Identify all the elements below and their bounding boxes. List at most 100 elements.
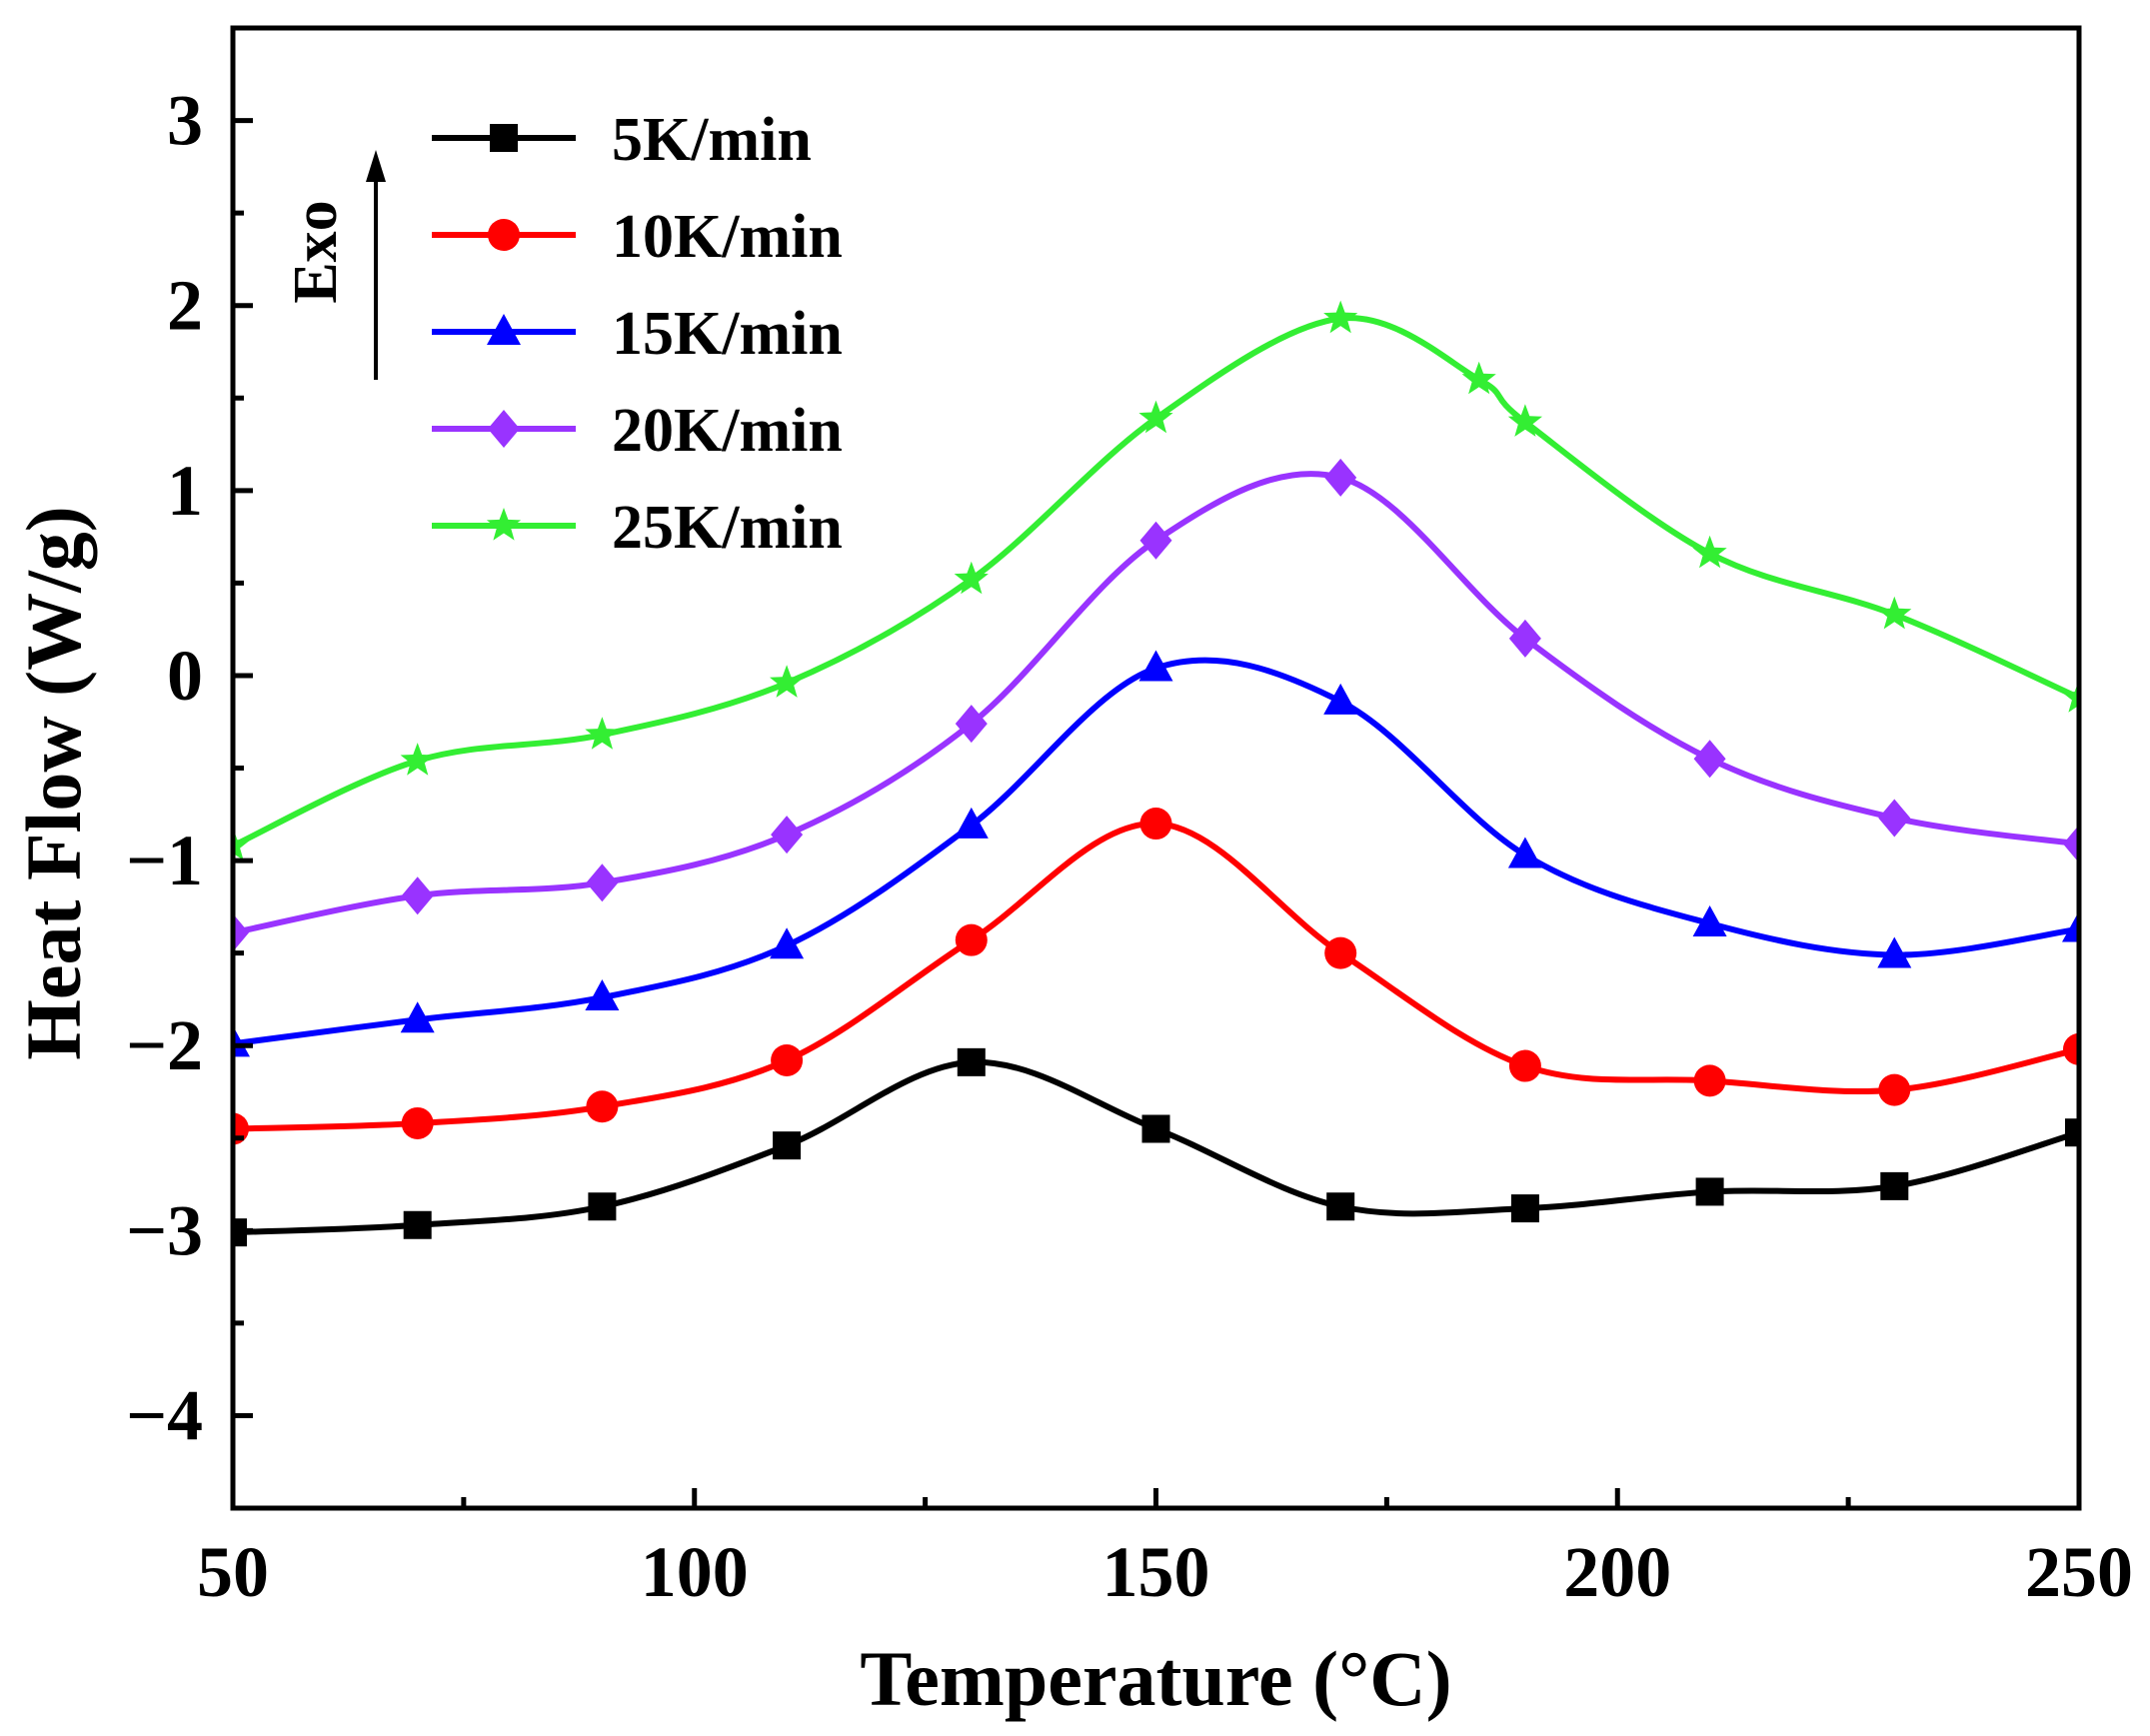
x-axis-title: Temperature (°C)	[860, 1635, 1451, 1722]
data-point-square	[1880, 1171, 1909, 1200]
exo-arrow-icon	[366, 150, 386, 182]
series-5kmin	[233, 1047, 2079, 1247]
data-point-square	[957, 1047, 986, 1076]
legend-label: 20K/min	[612, 397, 843, 465]
data-point-circle	[401, 1106, 434, 1139]
data-point-triangle	[1692, 905, 1727, 937]
y-tick-label: 0	[167, 636, 203, 716]
data-point-star	[1692, 535, 1727, 569]
data-point-diamond	[955, 705, 988, 744]
series-25kmin	[233, 300, 2079, 861]
x-tick-label: 100	[641, 1532, 749, 1612]
x-tick-label: 200	[1563, 1532, 1671, 1612]
data-point-square	[1510, 1194, 1539, 1223]
data-point-square	[1326, 1192, 1355, 1221]
axes-layer: 50 100 150 200 250 −4 −3 −2 −1 0 1 2 3	[126, 25, 2133, 1612]
data-point-diamond	[1324, 458, 1357, 497]
y-tick-label: 3	[167, 81, 203, 161]
data-point-star	[585, 717, 620, 750]
data-point-circle	[1139, 808, 1172, 841]
legend-label: 5K/min	[612, 106, 812, 174]
series-layer	[233, 300, 2079, 1247]
data-point-triangle	[1138, 650, 1173, 682]
data-point-circle	[1878, 1073, 1911, 1106]
data-point-diamond	[2063, 825, 2079, 864]
data-point-circle	[2063, 1032, 2079, 1065]
data-point-star	[2061, 680, 2079, 713]
data-point-circle	[1508, 1049, 1541, 1082]
data-point-triangle	[1877, 936, 1912, 968]
data-point-square	[773, 1131, 802, 1160]
data-point-diamond	[1139, 521, 1172, 560]
legend-marker	[488, 410, 520, 448]
y-axis-title: Heat Flow (W/g)	[10, 506, 97, 1060]
data-point-star	[1138, 400, 1173, 434]
exo-annotation: Exo	[282, 150, 386, 380]
y-tick-label: −1	[126, 821, 203, 900]
legend-label: 10K/min	[612, 203, 843, 271]
series-line	[233, 821, 2079, 1132]
data-point-circle	[771, 1043, 804, 1076]
y-tick-label: −2	[126, 1005, 203, 1085]
series-15kmin	[233, 650, 2079, 1057]
legend-item: 5K/min	[432, 106, 812, 174]
legend-item: 15K/min	[432, 300, 843, 368]
y-tick-label: −3	[126, 1190, 203, 1270]
data-point-star	[1323, 300, 1358, 334]
exo-label: Exo	[282, 200, 350, 303]
data-point-triangle	[400, 1001, 435, 1033]
data-point-star	[233, 828, 251, 861]
y-tick-label: 1	[167, 451, 203, 531]
legend-item: 10K/min	[432, 203, 843, 271]
legend-label: 25K/min	[612, 494, 843, 562]
data-point-star	[1461, 361, 1496, 395]
legend-marker	[487, 314, 521, 345]
x-tick-label: 150	[1102, 1532, 1210, 1612]
data-point-diamond	[233, 913, 249, 952]
data-point-circle	[1693, 1064, 1726, 1097]
data-point-diamond	[771, 816, 804, 855]
legend-marker	[488, 219, 520, 251]
legend: 5K/min 10K/min 15K/min 20K/min 25K/min	[432, 106, 843, 562]
data-point-square	[588, 1192, 617, 1221]
data-point-circle	[586, 1090, 619, 1123]
series-line	[233, 657, 2079, 1047]
data-point-diamond	[1878, 799, 1911, 838]
legend-item: 20K/min	[432, 397, 843, 465]
data-point-star	[400, 743, 435, 776]
data-point-square	[2065, 1118, 2079, 1147]
data-point-star	[1507, 404, 1542, 437]
data-point-circle	[955, 923, 988, 956]
data-point-star	[770, 665, 805, 698]
plot-frame	[230, 25, 2082, 1511]
data-point-triangle	[233, 1025, 250, 1057]
data-point-triangle	[954, 807, 989, 839]
y-tick-label: −4	[126, 1375, 203, 1455]
x-tick-label: 50	[197, 1532, 269, 1612]
data-point-star	[954, 561, 989, 595]
x-tick-label: 250	[2025, 1532, 2133, 1612]
data-point-square	[1695, 1177, 1724, 1206]
data-point-triangle	[585, 979, 620, 1011]
data-point-diamond	[1693, 740, 1726, 779]
series-line	[233, 315, 2079, 849]
data-point-star	[1877, 596, 1912, 630]
legend-item: 25K/min	[432, 494, 843, 562]
data-point-diamond	[1508, 619, 1541, 658]
series-10kmin	[233, 808, 2079, 1145]
legend-label: 15K/min	[612, 300, 843, 368]
data-point-triangle	[2062, 910, 2079, 942]
legend-marker	[486, 508, 522, 541]
data-point-square	[1141, 1114, 1170, 1143]
data-point-circle	[1324, 936, 1357, 969]
legend-marker	[490, 124, 518, 152]
data-point-diamond	[586, 864, 619, 902]
data-point-square	[403, 1210, 432, 1239]
data-point-triangle	[1323, 683, 1358, 715]
data-point-diamond	[401, 876, 434, 915]
data-point-triangle	[1507, 837, 1542, 868]
data-point-triangle	[770, 927, 805, 959]
y-tick-label: 2	[167, 266, 203, 346]
